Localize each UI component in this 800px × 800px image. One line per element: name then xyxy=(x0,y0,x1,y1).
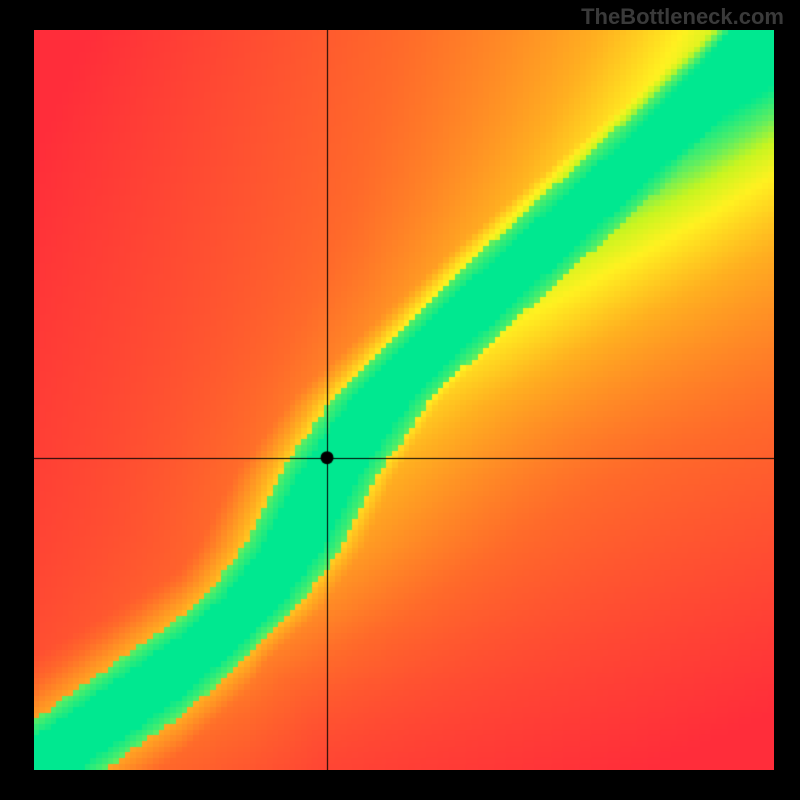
root-container: TheBottleneck.com xyxy=(0,0,800,800)
bottleneck-heatmap xyxy=(34,30,774,770)
watermark-text: TheBottleneck.com xyxy=(581,4,784,30)
